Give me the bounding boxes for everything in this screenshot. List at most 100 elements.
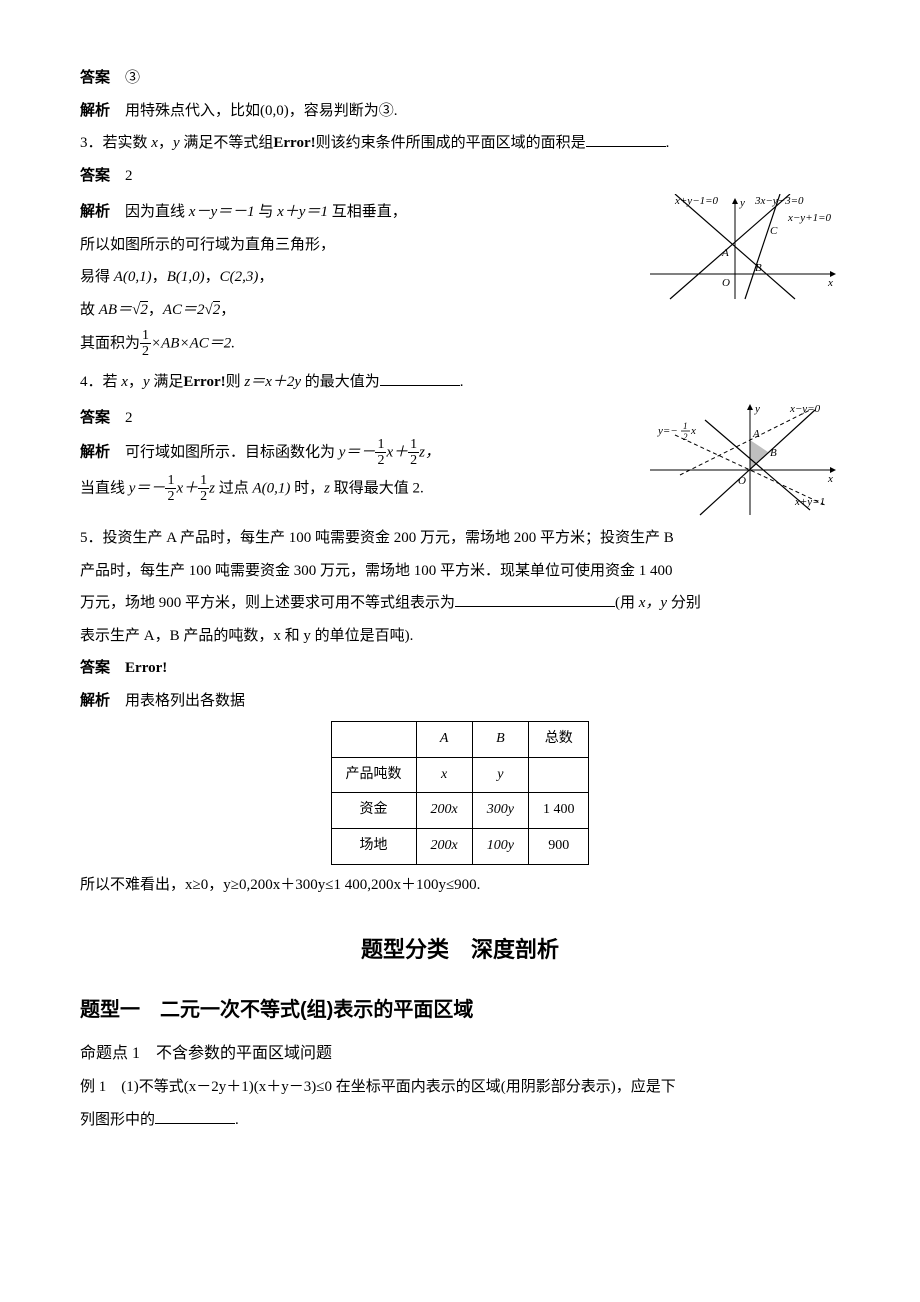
cell: 1 400	[528, 793, 589, 829]
p3-figure: x+y−1=0 3x−y−3=0 x−y+1=0 y x O A B C	[640, 194, 840, 304]
num: 1	[408, 437, 419, 453]
p3-explain-text: 解析 因为直线 x－y＝－1 与 x＋y＝1 互相垂直， 所以如图所示的可行域为…	[80, 194, 630, 364]
label: 答案	[80, 168, 110, 184]
text: ×AB×AC＝2.	[151, 335, 235, 351]
b-label: B	[770, 447, 777, 459]
label: 解析	[80, 693, 110, 709]
cell: 900	[528, 829, 589, 865]
pt-c: C(2,3)	[220, 269, 259, 285]
p5-conclusion: 所以不难看出，x≥0，y≥0,200x＋300y≤1 400,200x＋100y…	[80, 871, 840, 900]
pt-b: B(1,0)	[167, 269, 205, 285]
label: 答案	[80, 410, 110, 426]
eq-l-suf: x	[690, 425, 696, 437]
label: 解析	[80, 204, 110, 220]
c: ，	[205, 269, 220, 285]
cell: x	[416, 757, 472, 793]
eq-tl: x+y−1=0	[674, 195, 719, 207]
text: 的最大值为	[301, 374, 380, 390]
c: ，	[148, 302, 163, 318]
o-label: O	[722, 277, 730, 289]
den: 2	[408, 453, 419, 468]
c-label: C	[770, 225, 778, 237]
label: 解析	[80, 444, 110, 460]
cell: 200x	[416, 793, 472, 829]
var-y: y	[173, 135, 180, 151]
blank	[155, 1108, 235, 1124]
error-text: Error!	[125, 660, 167, 676]
num: 1	[198, 473, 209, 489]
blank	[380, 370, 460, 386]
text: 用表格列出各数据	[125, 693, 245, 709]
y-eq: y＝－	[339, 444, 376, 460]
y-label: y	[754, 403, 760, 415]
text: 3．若实数	[80, 135, 151, 151]
p3-answer: 答案 2	[80, 162, 840, 191]
period: .	[460, 374, 464, 390]
var-x: x	[151, 135, 158, 151]
text: 可行域如图所示．目标函数化为	[125, 444, 339, 460]
p4-figure: y x O A B x−y=0 x+y=1 y=− 1 2 x	[640, 400, 840, 520]
p5-q1: 5．投资生产 A 产品时，每生产 100 吨需要资金 200 万元，需场地 20…	[80, 524, 840, 553]
den: 2	[375, 453, 386, 468]
ac: AC＝2	[163, 302, 205, 318]
eq-br: x+y=1	[794, 496, 825, 508]
text: 则该约束条件所围成的平面区域的面积是	[316, 135, 586, 151]
den: 2	[140, 344, 151, 359]
text: 因为直线	[125, 204, 189, 220]
label: 答案	[80, 70, 110, 86]
text: 其面积为	[80, 335, 140, 351]
p5-q2: 产品时，每生产 100 吨需要资金 300 万元，需场地 100 平方米．现某单…	[80, 557, 840, 586]
cell: B	[472, 722, 528, 758]
p4-question: 4．若 x，y 满足Error!则 z＝x＋2y 的最大值为.	[80, 368, 840, 397]
num: 1	[140, 328, 151, 344]
text: 用特殊点代入，比如(0,0)，容易判断为③.	[125, 103, 398, 119]
text: 故	[80, 302, 99, 318]
table-row: 场地 200x 100y 900	[331, 829, 589, 865]
cell	[528, 757, 589, 793]
y-eq: x＋	[176, 480, 198, 496]
den: 2	[165, 489, 176, 504]
p3-explain-row: 解析 因为直线 x－y＝－1 与 x＋y＝1 互相垂直， 所以如图所示的可行域为…	[80, 194, 840, 364]
text: 所以如图所示的可行域为直角三角形，	[80, 231, 630, 260]
text: 时，	[290, 480, 324, 496]
eq-l-num: 1	[683, 421, 688, 431]
text: 满足	[150, 374, 184, 390]
x-label: x	[827, 277, 833, 289]
p5-table: A B 总数 产品吨数 x y 资金 200x 300y 1 400 场地 20…	[331, 721, 590, 864]
cell: 产品吨数	[331, 757, 416, 793]
o-label: O	[738, 475, 746, 487]
c: ，	[258, 269, 273, 285]
var-y: y	[143, 374, 150, 390]
sqrt-icon: √	[205, 302, 213, 318]
text: 取得最大值 2.	[330, 480, 424, 496]
label: 解析	[80, 103, 110, 119]
error-text: Error!	[183, 374, 225, 390]
text: 万元，场地 900 平方米，则上述要求可用不等式组表示为	[80, 595, 455, 611]
table-row: A B 总数	[331, 722, 589, 758]
text: (用	[615, 595, 639, 611]
cell: y	[472, 757, 528, 793]
eq: x＋y＝1	[277, 204, 328, 220]
p5-explain: 解析 用表格列出各数据	[80, 687, 840, 716]
num: 1	[165, 473, 176, 489]
eq-r: x−y+1=0	[787, 212, 832, 224]
ex1-a: 例 1 (1)不等式(x－2y＋1)(x＋y－3)≤0 在坐标平面内表示的区域(…	[80, 1073, 840, 1102]
c: ，	[220, 302, 235, 318]
a-label: A	[721, 247, 729, 259]
subtopic-title: 命题点 1 不含参数的平面区域问题	[80, 1039, 840, 1069]
fraction: 12	[165, 473, 176, 505]
period: .	[666, 135, 670, 151]
num: 1	[375, 437, 386, 453]
cell: A	[416, 722, 472, 758]
p5-q4: 表示生产 A，B 产品的吨数，x 和 y 的单位是百吨).	[80, 622, 840, 651]
p4-text: 答案 2 解析 可行域如图所示．目标函数化为 y＝－12x＋12z， 当直线 y…	[80, 400, 630, 508]
pt: A(0,1)	[252, 480, 290, 496]
topic-title: 题型一 二元一次不等式(组)表示的平面区域	[80, 991, 840, 1029]
y-eq: y＝－	[129, 480, 166, 496]
text: 4．若	[80, 374, 121, 390]
vars: x，y	[639, 595, 667, 611]
text: 与	[255, 204, 278, 220]
eq-tr: 3x−y−3=0	[754, 195, 804, 207]
zexpr: z＝x＋2y	[244, 374, 301, 390]
text: 互相垂直，	[328, 204, 407, 220]
